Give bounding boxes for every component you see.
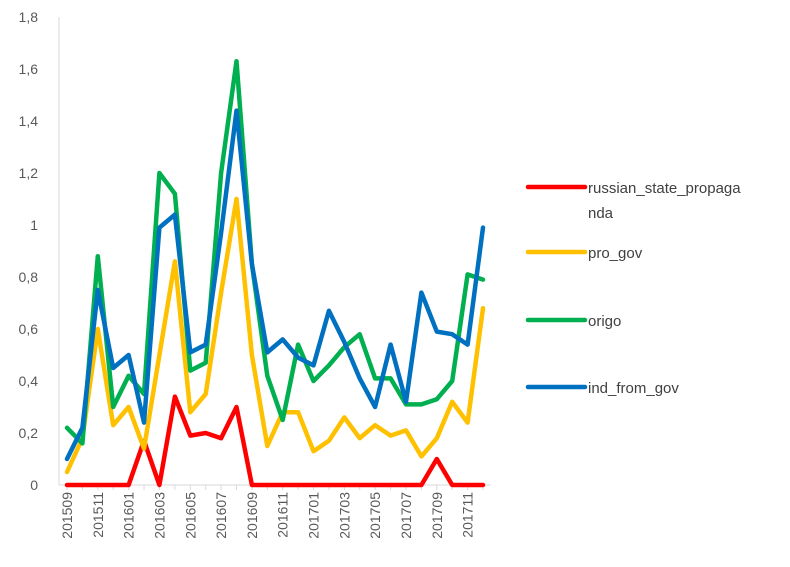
- x-tick-label: 201509: [59, 492, 75, 539]
- y-tick-label: 1,6: [19, 61, 39, 77]
- y-tick-label: 0,6: [19, 321, 39, 337]
- y-tick-label: 0,8: [19, 269, 39, 285]
- series-line-ind_from_gov: [64, 108, 486, 462]
- legend-label-russian_state_propaganda: nda: [588, 205, 614, 222]
- series-line-pro_gov: [64, 196, 486, 475]
- y-tick-label: 1,8: [19, 9, 39, 25]
- x-tick-label: 201705: [367, 492, 383, 539]
- x-tick-label: 201703: [336, 492, 352, 539]
- x-tick-label: 201511: [90, 492, 106, 538]
- y-tick-label: 0,4: [19, 373, 39, 389]
- series-line-russian_state_propaganda: [64, 394, 486, 488]
- x-tick-label: 201609: [244, 492, 260, 539]
- x-tick-label: 201605: [182, 492, 198, 539]
- y-tick-label: 1,2: [19, 165, 39, 181]
- x-tick-label: 201611: [275, 492, 291, 538]
- x-tick-label: 201607: [213, 492, 229, 539]
- legend-label-ind_from_gov: ind_from_gov: [588, 380, 679, 397]
- y-tick-label: 1,4: [19, 113, 39, 129]
- series-line-origo: [64, 58, 486, 446]
- x-tick-label: 201709: [429, 492, 445, 539]
- legend-label-origo: origo: [588, 313, 621, 330]
- x-tick-label: 201603: [151, 492, 167, 539]
- x-tick-label: 201601: [121, 492, 137, 539]
- y-tick-label: 0,2: [19, 425, 39, 441]
- legend-label-russian_state_propaganda: russian_state_propaga: [588, 180, 741, 197]
- y-tick-label: 1: [30, 217, 38, 233]
- x-tick-label: 201707: [398, 492, 414, 539]
- legend-label-pro_gov: pro_gov: [588, 245, 643, 262]
- x-tick-label: 201711: [460, 492, 476, 538]
- y-tick-label: 0: [30, 477, 38, 493]
- x-tick-label: 201701: [306, 492, 322, 539]
